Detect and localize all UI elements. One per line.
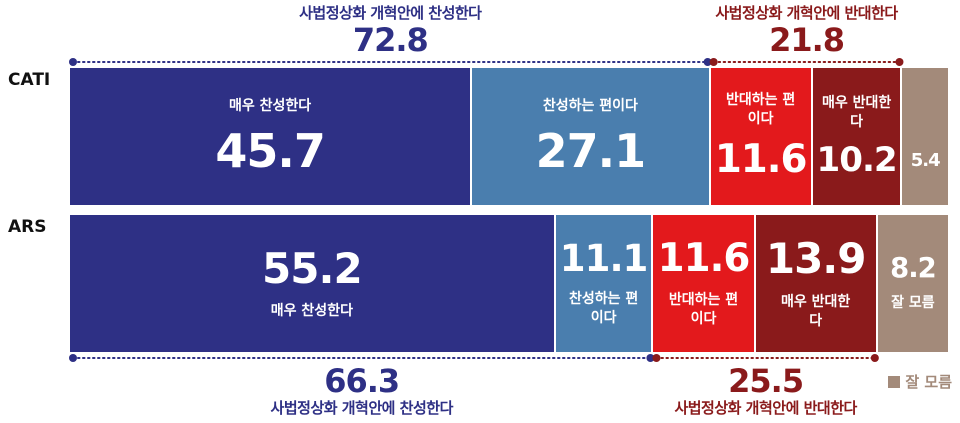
bracket-end [646, 354, 655, 362]
segment-label: 찬성하는 편이다 [542, 97, 638, 114]
bar-segment: 매우 반대한다 10.2 [812, 68, 901, 205]
annotation-value: 21.8 [769, 21, 845, 59]
annotation-value: 25.5 [728, 362, 804, 400]
value-label: 11.1 [559, 237, 649, 281]
value-label: 11.6 [714, 137, 808, 183]
legend-swatch [888, 375, 901, 388]
annotation-value: 66.3 [324, 362, 400, 400]
bracket-end [69, 354, 77, 362]
segment-label: 반대하는 편이다 [726, 92, 796, 128]
bracket-end [703, 58, 712, 66]
bar-segment: 8.2 잘 모름 [877, 215, 948, 352]
bar-segment: 13.9 매우 반대한다 [755, 215, 876, 352]
value-label: 13.9 [765, 234, 867, 284]
bar-segment: 찬성하는 편이다 27.1 [472, 68, 709, 205]
segment-label: 매우 찬성한다 [229, 97, 312, 114]
bar-segment: 매우 찬성한다 45.7 [70, 68, 471, 205]
bracket-end [895, 58, 904, 66]
bracket-end [870, 354, 879, 362]
segment-label: 매우 찬성한다 [270, 303, 353, 320]
legend: 잘 모름 [888, 371, 952, 392]
annotation: 사법정상화 개혁안에 반대한다 21.8 [715, 3, 898, 59]
bracket-end [652, 354, 661, 362]
row-label: CATI [8, 70, 51, 90]
row-label: ARS [8, 217, 47, 237]
bar-segment: 5.4 [902, 68, 948, 205]
annotation-text: 사법정상화 개혁안에 찬성한다 [270, 399, 454, 417]
annotation-value: 72.8 [352, 21, 429, 59]
annotation-text: 사법정상화 개혁안에 반대한다 [715, 4, 898, 22]
bar-segment: 11.6 반대하는 편이다 [653, 215, 754, 352]
bar-segment: 11.1 찬성하는 편이다 [555, 215, 652, 352]
annotation: 25.5 사법정상화 개혁안에 반대한다 [674, 362, 857, 418]
annotation: 66.3 사법정상화 개혁안에 찬성한다 [270, 362, 454, 418]
value-label: 55.2 [262, 243, 363, 293]
segment-label: 반대하는 편이다 [668, 291, 739, 327]
value-label: 11.6 [657, 236, 751, 282]
segment-label: 잘 모름 [891, 295, 935, 312]
legend-label: 잘 모름 [905, 373, 952, 391]
segment-label: 찬성하는 편이다 [568, 290, 639, 326]
value-label: 8.2 [890, 252, 937, 284]
bracket-end [709, 58, 718, 66]
value-label: 5.4 [910, 149, 941, 171]
segment-label: 매우 반대한다 [781, 293, 851, 329]
annotation-text: 사법정상화 개혁안에 반대한다 [674, 399, 857, 417]
segment-label: 매우 반대한다 [821, 94, 892, 130]
value-label: 27.1 [535, 123, 646, 178]
bracket-end [69, 58, 77, 66]
annotation: 사법정상화 개혁안에 찬성한다 72.8 [299, 3, 482, 59]
value-label: 10.2 [816, 139, 898, 180]
annotation-text: 사법정상화 개혁안에 찬성한다 [299, 4, 482, 22]
bar-segment: 55.2 매우 찬성한다 [70, 215, 554, 352]
value-label: 45.7 [215, 123, 325, 178]
bar-segment: 반대하는 편이다 11.6 [710, 68, 811, 205]
